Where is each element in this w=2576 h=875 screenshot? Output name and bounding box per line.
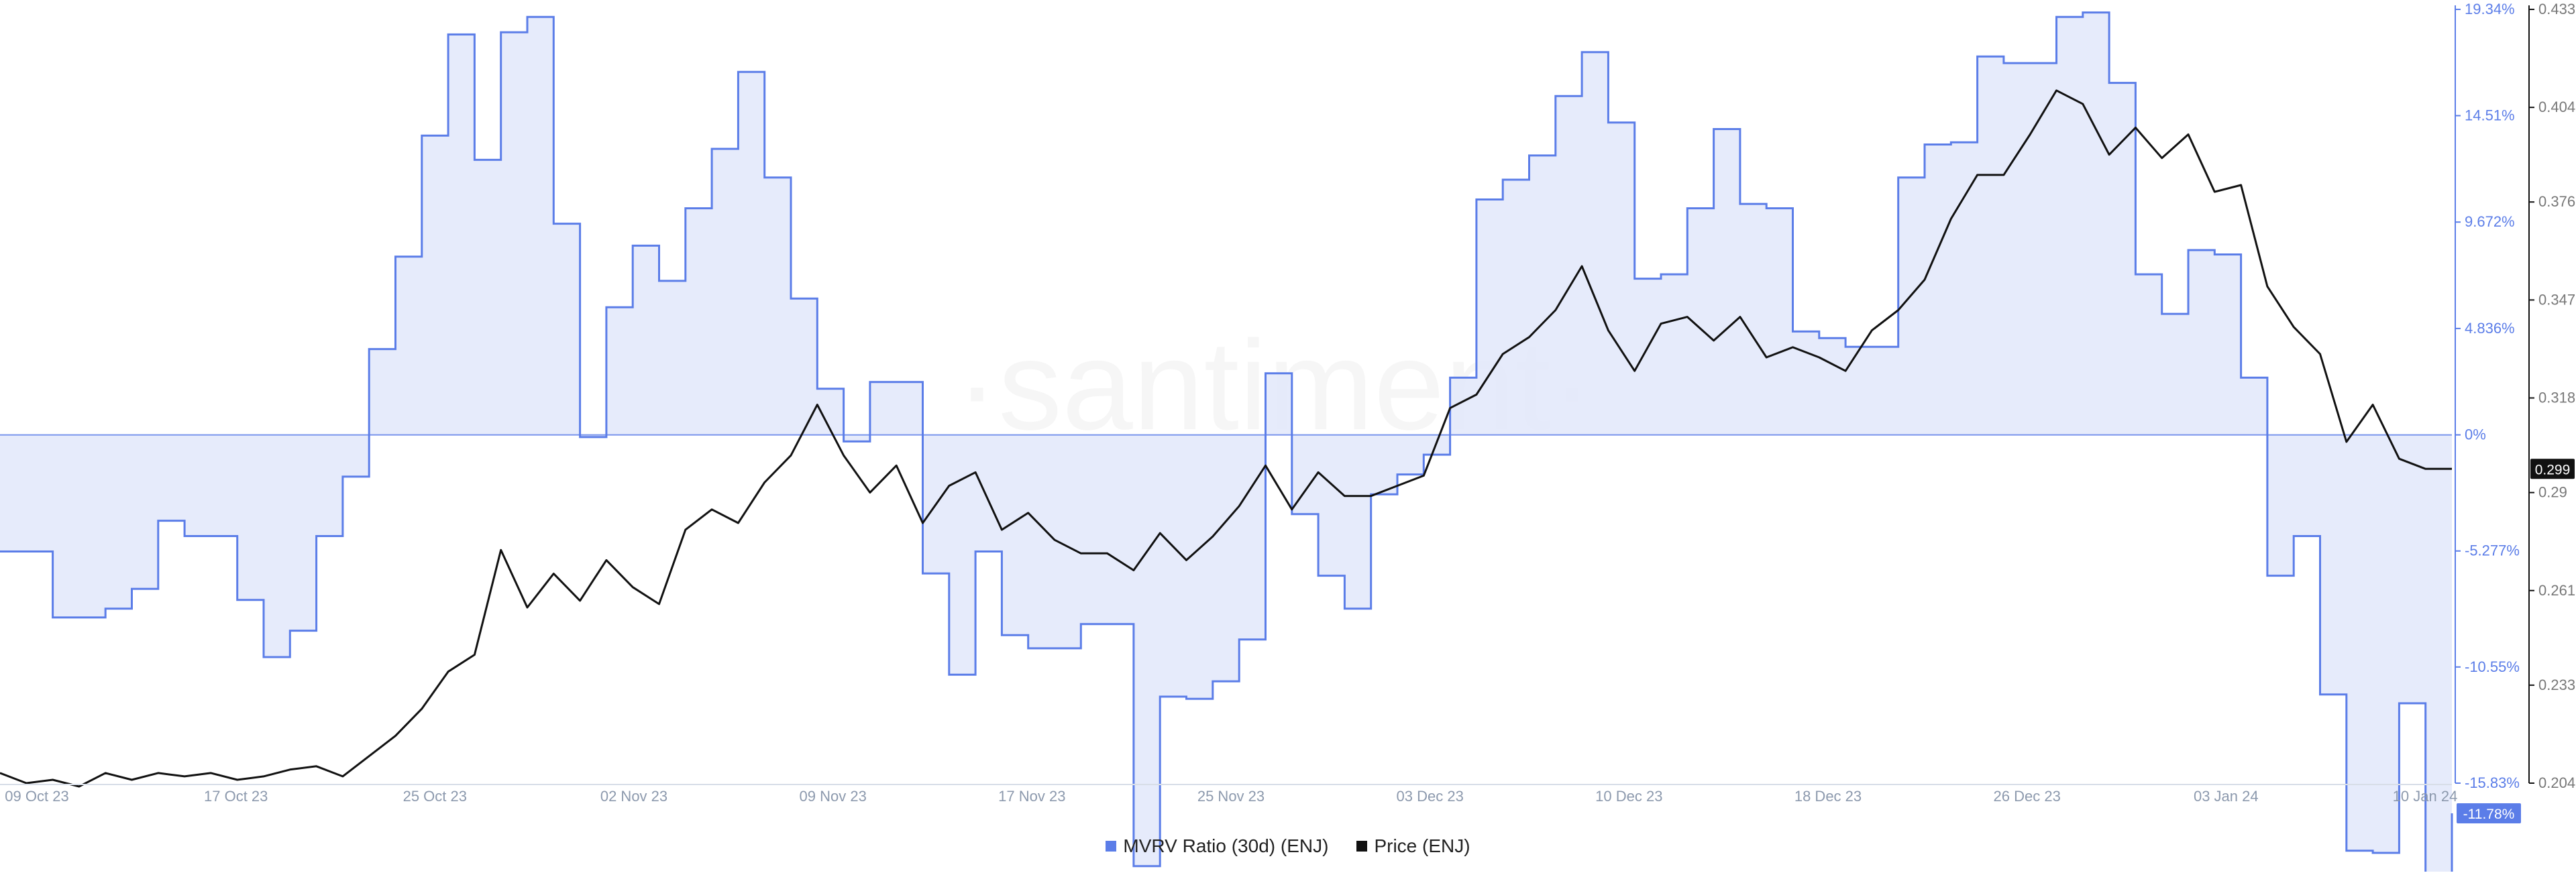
legend-swatch-mvrv xyxy=(1106,841,1117,852)
price-line xyxy=(0,89,2452,788)
price-tick-label: 0.433 xyxy=(2538,1,2575,17)
mvrv-area-fill xyxy=(0,12,2452,875)
legend-item-price[interactable]: Price (ENJ) xyxy=(1356,835,1470,857)
x-tick-label: 26 Dec 23 xyxy=(1994,788,2061,805)
price-line-layer xyxy=(0,89,2452,788)
price-tick-label: 0.404 xyxy=(2538,99,2575,115)
price-current-badge xyxy=(2530,459,2575,479)
x-tick-label: 18 Dec 23 xyxy=(1794,788,1862,805)
mvrv-step-line xyxy=(0,11,2453,875)
mvrv-tick-label: -15.83% xyxy=(2465,774,2520,791)
legend-label-price: Price (ENJ) xyxy=(1374,835,1470,856)
mvrv-tick-label: -5.277% xyxy=(2465,542,2520,559)
x-tick-label: 17 Oct 23 xyxy=(204,788,268,805)
mvrv-tick-label: 0% xyxy=(2465,426,2486,443)
x-tick-label: 03 Jan 24 xyxy=(2194,788,2259,805)
legend-swatch-price xyxy=(1356,841,1368,852)
y-axis-right-ticks: 0.433 0.404 0.376 0.347 0.318 0.29 0.261 0.233 0… xyxy=(2529,1,2575,791)
mvrv-tick-label: 19.34% xyxy=(2465,1,2515,17)
x-tick-label: 03 Dec 23 xyxy=(1397,788,1464,805)
price-tick-label: 0.376 xyxy=(2538,193,2575,210)
x-tick-label: 09 Nov 23 xyxy=(800,788,867,805)
mvrv-tick-label: 14.51% xyxy=(2465,107,2515,124)
x-tick-label: 10 Jan 24 xyxy=(2393,788,2458,805)
price-tick-label: 0.261 xyxy=(2538,582,2575,599)
price-tick-label: 0.347 xyxy=(2538,291,2575,308)
price-current-label: 0.299 xyxy=(2535,462,2571,477)
mvrv-tick-label: 9.672% xyxy=(2465,213,2515,230)
mvrv-current-label: -11.78% xyxy=(2463,807,2515,822)
value-badges: -11.78% 0.299 xyxy=(2457,459,2575,823)
mvrv-current-badge xyxy=(2457,803,2521,823)
price-tick-label: 0.29 xyxy=(2538,484,2567,501)
x-tick-label: 25 Oct 23 xyxy=(403,788,467,805)
mvrv-tick-label: -10.55% xyxy=(2465,658,2520,675)
legend-label-mvrv: MVRV Ratio (30d) (ENJ) xyxy=(1123,835,1329,856)
x-tick-label: 17 Nov 23 xyxy=(998,788,1065,805)
price-tick-label: 0.204 xyxy=(2538,774,2575,791)
x-tick-label: 02 Nov 23 xyxy=(600,788,667,805)
x-tick-label: 25 Nov 23 xyxy=(1197,788,1265,805)
legend-item-mvrv[interactable]: MVRV Ratio (30d) (ENJ) xyxy=(1106,835,1328,857)
x-tick-label: 09 Oct 23 xyxy=(5,788,68,805)
price-tick-label: 0.318 xyxy=(2538,390,2575,406)
mvrv-area-layer xyxy=(0,11,2453,875)
price-tick-label: 0.233 xyxy=(2538,677,2575,693)
y-axis-left-ticks: 19.34% 14.51% 9.672% 4.836% 0% -5.277% -10.55%… xyxy=(2455,1,2520,791)
mvrv-tick-label: 4.836% xyxy=(2465,320,2515,337)
x-tick-label: 10 Dec 23 xyxy=(1595,788,1662,805)
x-axis-ticks: 09 Oct 23 17 Oct 23 25 Oct 23 02 Nov 23 09 N… xyxy=(5,788,2457,805)
legend: MVRV Ratio (30d) (ENJ) Price (ENJ) xyxy=(0,830,2576,862)
axes-layer xyxy=(0,5,2530,785)
